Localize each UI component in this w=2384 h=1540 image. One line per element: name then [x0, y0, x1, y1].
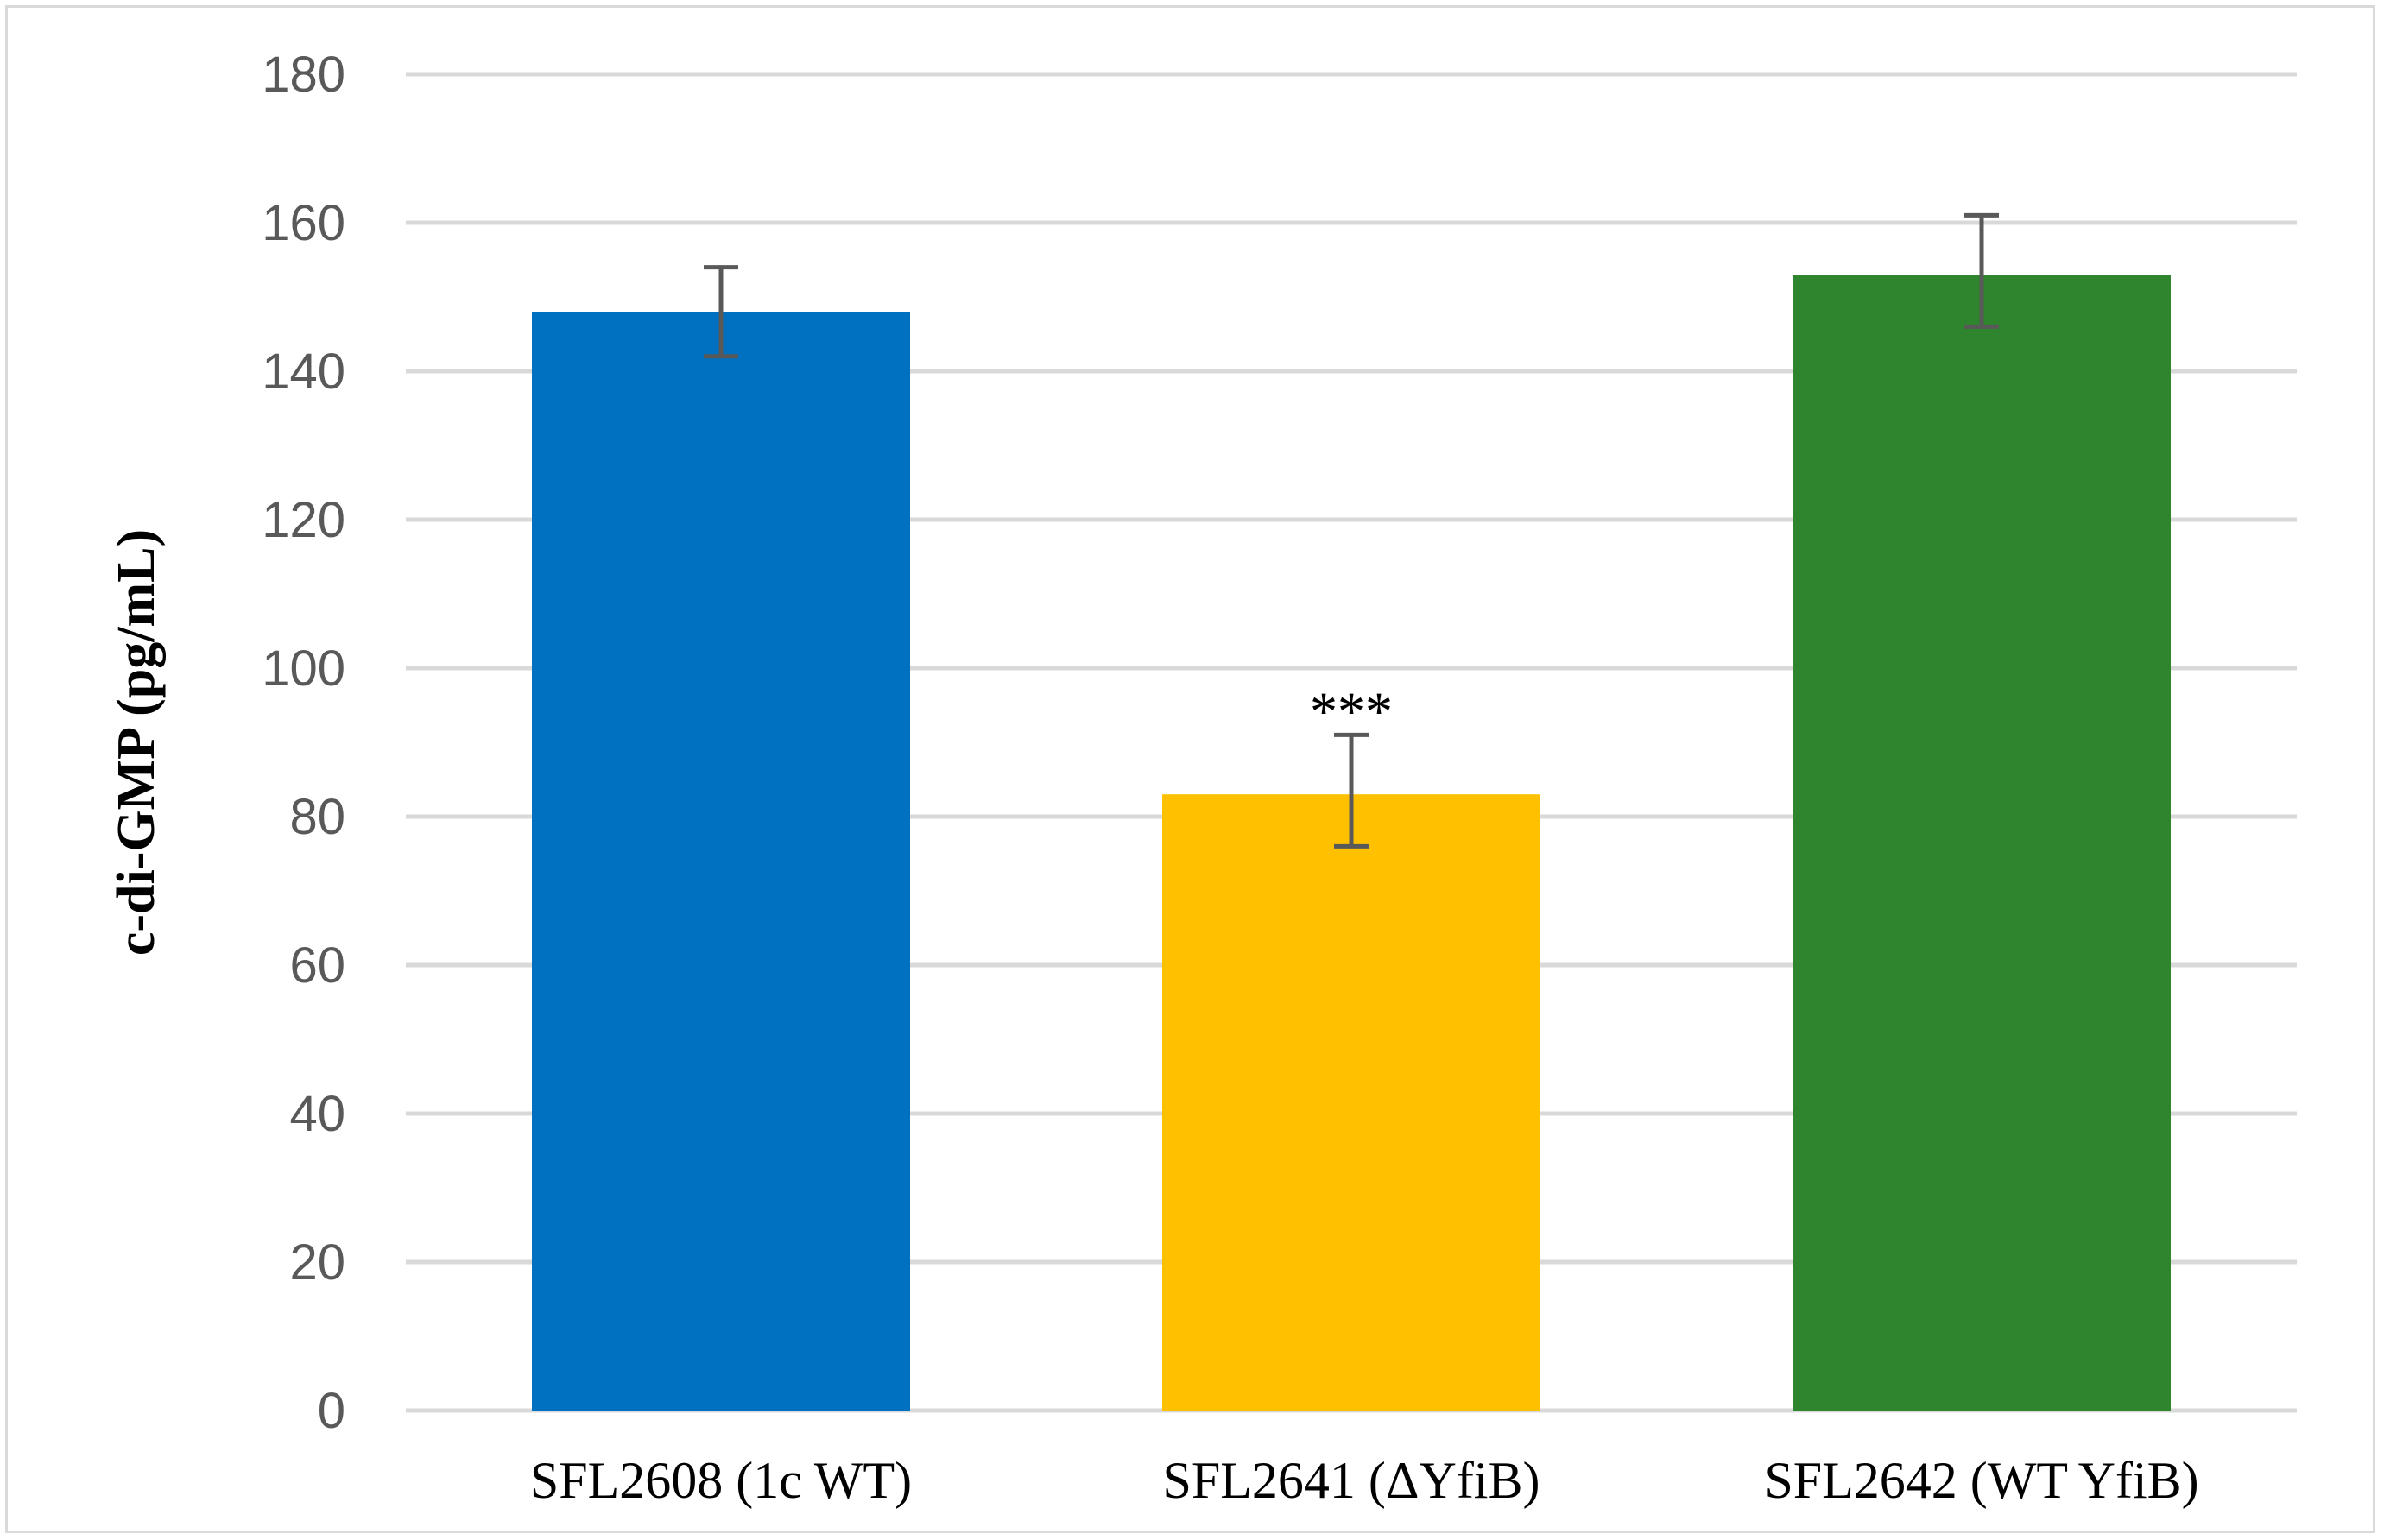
- y-axis-ticks: 0 20 40 60 80 100 120 140 160 180: [262, 47, 345, 1439]
- y-tick-label-140: 140: [262, 344, 345, 400]
- y-tick-label-160: 160: [262, 195, 345, 251]
- bar-2: [1162, 794, 1540, 1411]
- y-tick-label-40: 40: [289, 1086, 345, 1142]
- bars: [532, 275, 2171, 1411]
- y-tick-label-80: 80: [289, 789, 345, 845]
- category-label-2: SFL2641 (ΔYfiB): [1163, 1452, 1540, 1509]
- y-tick-label-180: 180: [262, 47, 345, 103]
- annotations: ***: [1310, 680, 1393, 742]
- error-bars: [704, 212, 1999, 849]
- significance-annotation: ***: [1310, 680, 1393, 742]
- y-tick-label-0: 0: [318, 1383, 345, 1439]
- y-tick-label-100: 100: [262, 641, 345, 697]
- x-axis-categories: SFL2608 (1c WT) SFL2641 (ΔYfiB) SFL2642 (W…: [530, 1452, 2199, 1509]
- bar-3: [1793, 275, 2171, 1411]
- y-tick-label-120: 120: [262, 492, 345, 548]
- category-label-1: SFL2608 (1c WT): [530, 1452, 912, 1509]
- y-axis-title: c-di-GMP (pg/mL): [107, 529, 166, 956]
- y-tick-label-20: 20: [289, 1234, 345, 1291]
- bar-1: [532, 312, 910, 1411]
- category-label-3: SFL2642 (WT YfiB): [1764, 1452, 2198, 1509]
- y-tick-label-60: 60: [289, 937, 345, 994]
